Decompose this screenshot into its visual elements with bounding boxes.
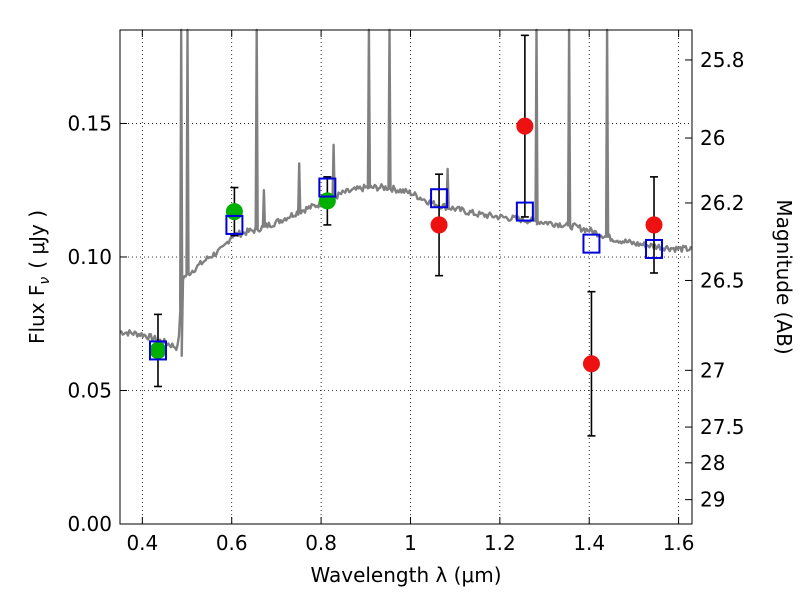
x-tick-label: 1.4 bbox=[573, 531, 605, 555]
y2-tick-label: 26 bbox=[700, 126, 725, 150]
x-axis-title: Wavelength λ (μm) bbox=[310, 563, 501, 587]
y2-tick-label: 25.8 bbox=[700, 48, 745, 72]
plot-frame bbox=[119, 29, 693, 525]
y2-tick-label: 27 bbox=[700, 358, 725, 382]
y2-tick-label: 27.5 bbox=[700, 415, 745, 439]
y2-tick-label: 26.5 bbox=[700, 268, 745, 292]
y-tick-label: 0.05 bbox=[67, 378, 112, 402]
data-points bbox=[148, 34, 664, 437]
x-tick-label: 1 bbox=[404, 531, 417, 555]
x-tick-label: 1.2 bbox=[484, 531, 516, 555]
y2-tick-label: 26.2 bbox=[700, 191, 745, 215]
y-tick-label: 0.10 bbox=[67, 245, 112, 269]
x-tick-label: 0.8 bbox=[305, 531, 337, 555]
data-point-square bbox=[225, 214, 244, 235]
y-axis-title-unit: ( μJy ) bbox=[25, 210, 49, 269]
data-point-square bbox=[515, 201, 534, 222]
data-point-circle bbox=[645, 216, 663, 234]
y-axis-ticks: 0.00 0.05 0.10 0.15 bbox=[67, 111, 127, 536]
data-point-square bbox=[430, 188, 449, 209]
y-axis-title-subscript: ν bbox=[37, 277, 53, 285]
y-tick-label: 0.00 bbox=[67, 512, 112, 536]
model-spectrum-line bbox=[119, 28, 693, 357]
data-point-circle bbox=[225, 203, 243, 221]
y-tick-label: 0.15 bbox=[67, 111, 112, 135]
y-axis-title: Flux Fν ( μJy ) bbox=[25, 210, 53, 344]
data-point-circle bbox=[516, 117, 534, 135]
data-point-square bbox=[148, 340, 167, 361]
y-axis-title-main: Flux F bbox=[25, 285, 49, 344]
data-point-circle bbox=[430, 216, 448, 234]
data-point-square bbox=[645, 238, 664, 259]
data-point-square bbox=[582, 233, 601, 254]
y2-tick-label: 28 bbox=[700, 451, 725, 475]
x-tick-label: 1.6 bbox=[663, 531, 695, 555]
model-spectrum bbox=[119, 28, 693, 357]
data-point-circle bbox=[149, 341, 167, 359]
grid-lines bbox=[120, 30, 692, 524]
y2-axis-ticks: 25.8 26 26.2 26.5 27 27.5 28 29 bbox=[685, 48, 745, 512]
x-tick-label: 0.4 bbox=[126, 531, 158, 555]
data-point-square bbox=[318, 177, 337, 198]
y2-axis-title: Magnitude (AB) bbox=[772, 199, 796, 354]
y2-tick-label: 29 bbox=[700, 488, 725, 512]
x-tick-label: 0.6 bbox=[216, 531, 248, 555]
data-point-circle bbox=[582, 355, 600, 373]
data-point-circle bbox=[318, 192, 336, 210]
x-axis-ticks: 0.4 0.6 0.8 1 1.2 1.4 1.6 bbox=[126, 30, 695, 555]
